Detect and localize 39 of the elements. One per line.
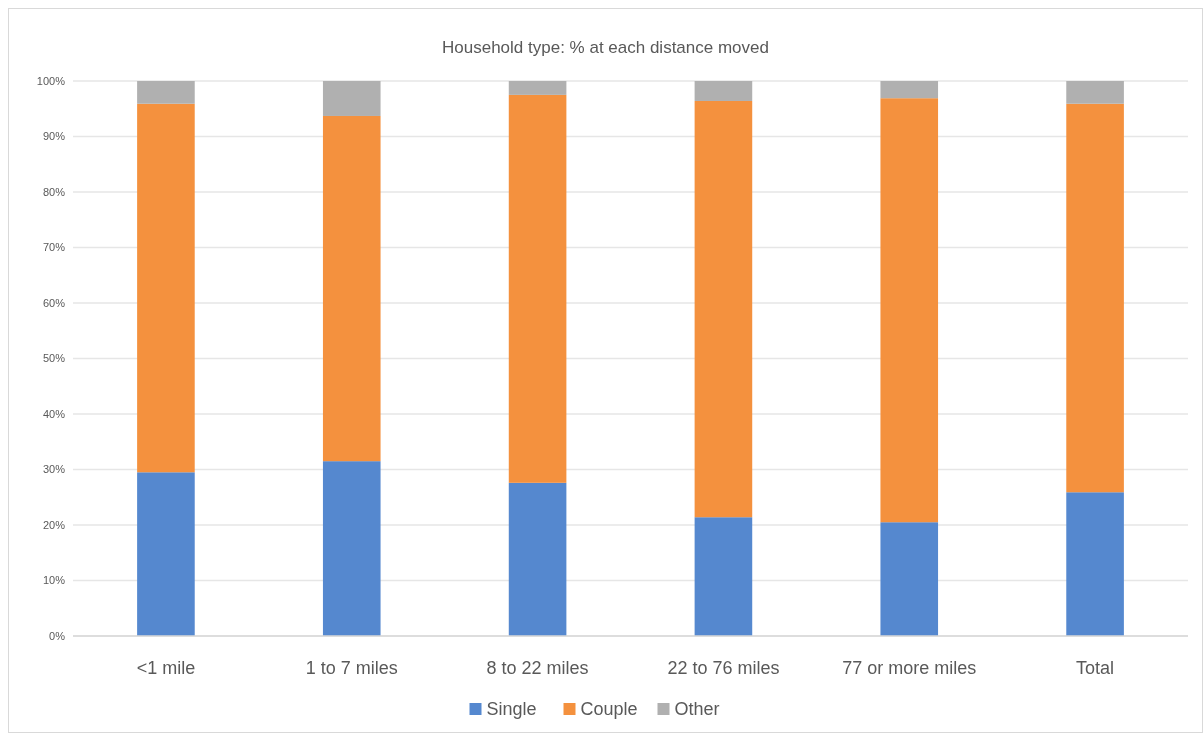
- bar: [694, 100, 753, 518]
- bar: [322, 461, 381, 636]
- bar: [880, 81, 939, 99]
- bar: [508, 94, 567, 483]
- y-tick-label: 40%: [42, 407, 66, 420]
- bar: [1066, 492, 1124, 636]
- x-tick-label: <1 mile: [136, 658, 196, 678]
- x-tick-label: 8 to 22 miles: [486, 658, 589, 678]
- y-tick-label: 30%: [42, 463, 66, 476]
- y-tick-label: 50%: [42, 352, 66, 365]
- bar: [1066, 81, 1124, 104]
- chart-title: Household type: % at each distance moved: [442, 38, 769, 57]
- legend-label: Single: [486, 699, 537, 720]
- bar: [880, 522, 939, 636]
- legend-label: Other: [674, 699, 720, 720]
- y-tick-label: 90%: [42, 130, 66, 143]
- x-tick-label: 22 to 76 miles: [667, 658, 780, 678]
- bar: [137, 103, 195, 473]
- bar: [322, 115, 381, 462]
- bar: [508, 81, 567, 95]
- bar: [1066, 103, 1124, 493]
- bar: [137, 81, 195, 104]
- bar: [880, 98, 939, 523]
- y-tick-label: 100%: [36, 74, 66, 87]
- bar: [137, 472, 195, 636]
- bar: [322, 81, 381, 116]
- y-tick-label: 80%: [42, 185, 66, 198]
- bar: [508, 482, 567, 636]
- y-tick-label: 20%: [42, 518, 66, 531]
- bar: [694, 81, 753, 101]
- bar: [694, 517, 753, 636]
- legend-label: Couple: [580, 699, 638, 720]
- x-tick-label: 77 or more miles: [842, 658, 977, 678]
- y-tick-label: 0%: [49, 629, 66, 642]
- y-tick-label: 70%: [42, 241, 66, 254]
- x-tick-label: 1 to 7 miles: [305, 658, 398, 678]
- y-tick-label: 10%: [42, 574, 66, 587]
- x-tick-label: Total: [1076, 658, 1115, 678]
- y-tick-label: 60%: [42, 296, 66, 309]
